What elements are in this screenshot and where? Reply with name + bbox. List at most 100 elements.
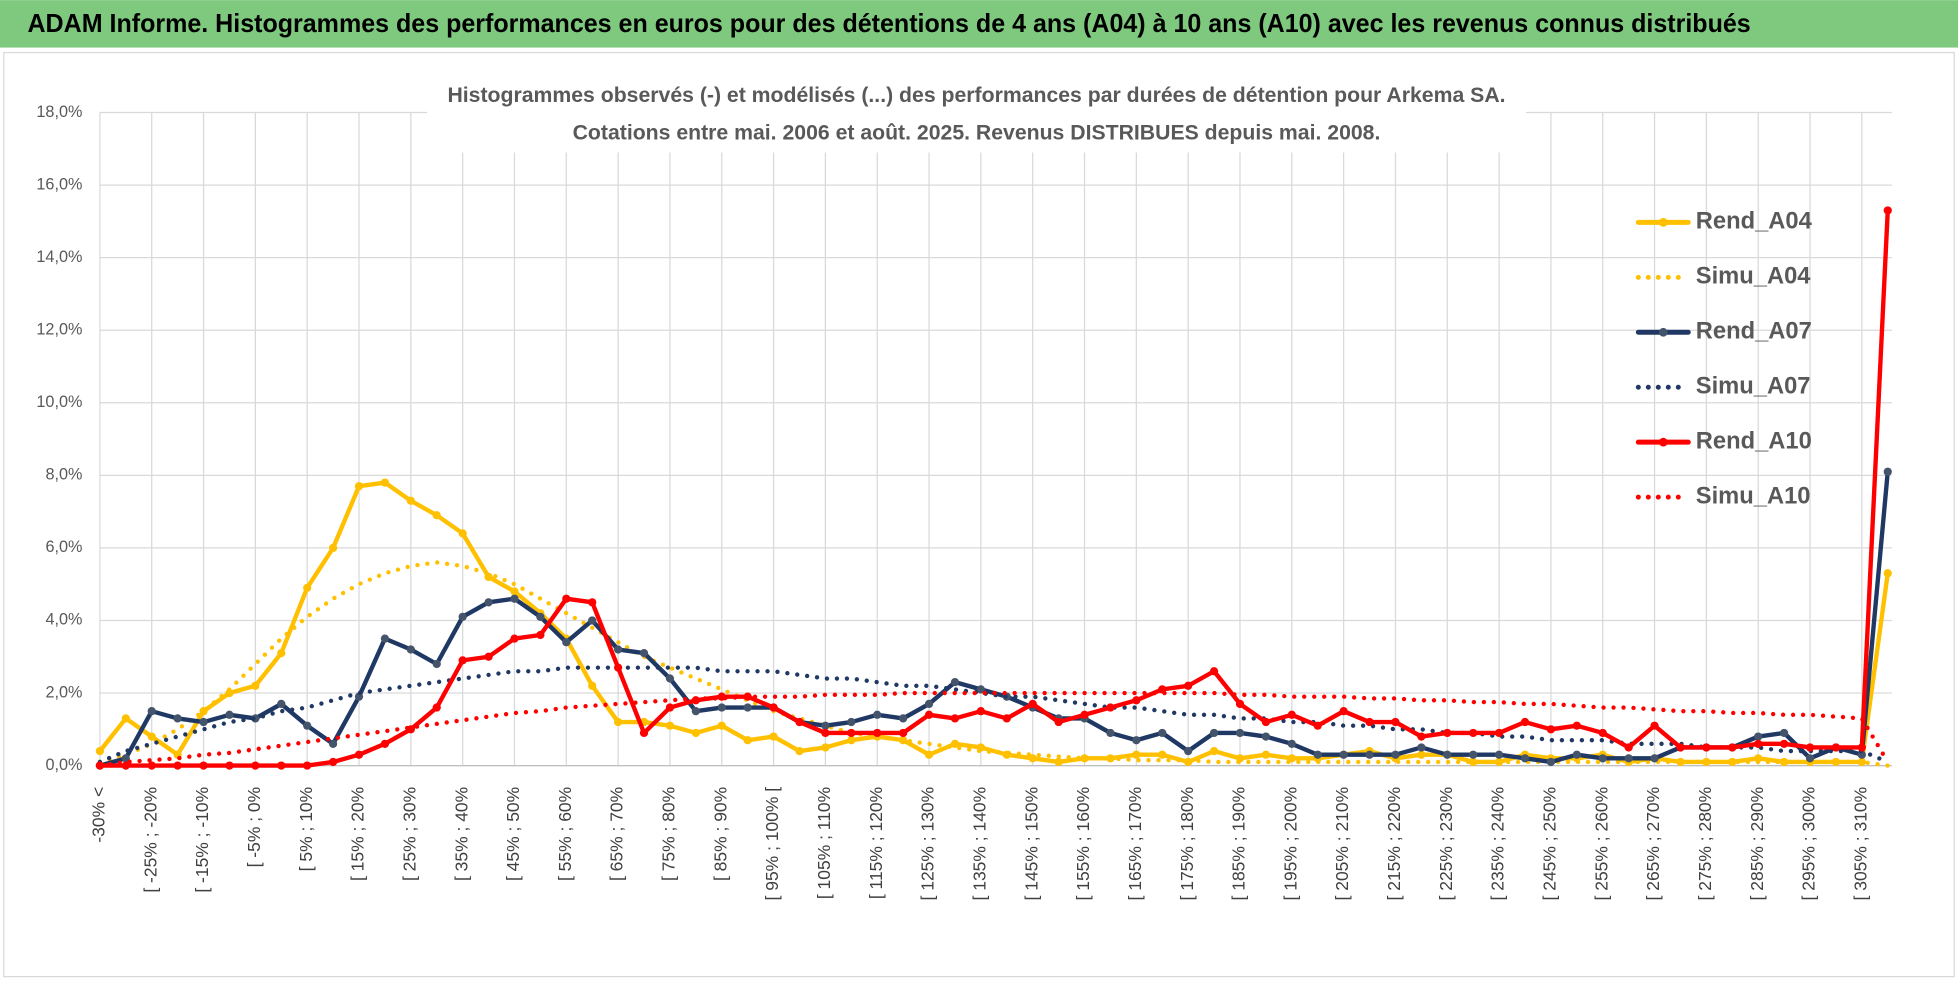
- marker: [1443, 728, 1452, 738]
- x-tick-label: [ 145% ; 150%: [1021, 787, 1041, 901]
- marker: [639, 728, 649, 738]
- marker: [613, 717, 623, 727]
- x-tick-label: [ 135% ; 140%: [969, 787, 989, 901]
- marker: [847, 717, 856, 727]
- marker: [95, 746, 105, 756]
- marker: [1080, 710, 1089, 719]
- marker: [199, 717, 208, 727]
- marker: [717, 721, 726, 730]
- marker: [899, 728, 908, 738]
- marker: [199, 761, 208, 770]
- marker: [1546, 757, 1556, 767]
- marker: [950, 714, 960, 723]
- legend-label: Rend_A07: [1696, 319, 1812, 345]
- marker: [1520, 754, 1530, 763]
- marker: [1728, 757, 1737, 767]
- marker: [665, 721, 675, 730]
- marker: [1598, 728, 1607, 738]
- marker: [510, 634, 519, 643]
- chart-frame: [3, 51, 1955, 978]
- x-tick-label: [ -5% ; 0%: [244, 787, 264, 868]
- marker: [1339, 707, 1348, 716]
- marker: [328, 543, 338, 553]
- marker: [1831, 743, 1841, 752]
- marker: [1313, 750, 1322, 759]
- marker: [1417, 750, 1426, 759]
- marker: [1365, 717, 1374, 727]
- x-tick-label: [ 275% ; 280%: [1695, 787, 1715, 901]
- x-tick-label: [ 35% ; 40%: [451, 787, 471, 881]
- marker: [821, 728, 830, 738]
- marker: [121, 761, 130, 770]
- marker: [976, 707, 985, 716]
- marker: [354, 750, 364, 759]
- marker: [1572, 721, 1581, 730]
- legend-label: Simu_A10: [1696, 483, 1811, 509]
- y-tick-label: 0,0%: [45, 756, 82, 774]
- marker: [1132, 750, 1141, 759]
- x-tick-label: [ 225% ; 230%: [1436, 787, 1456, 901]
- legend-marker: [1658, 218, 1668, 227]
- marker: [1209, 667, 1219, 676]
- marker: [1754, 732, 1763, 741]
- marker: [562, 594, 571, 603]
- x-tick-label: [ 175% ; 180%: [1177, 787, 1197, 901]
- x-tick-label: [ 185% ; 190%: [1229, 787, 1249, 901]
- legend-label: Simu_A07: [1696, 373, 1811, 399]
- marker: [743, 703, 752, 712]
- marker: [1028, 754, 1037, 763]
- marker: [1391, 717, 1400, 727]
- marker: [821, 721, 830, 730]
- marker: [1158, 728, 1167, 738]
- marker: [665, 703, 675, 712]
- marker: [1261, 750, 1271, 759]
- marker: [1779, 728, 1789, 738]
- marker: [924, 699, 934, 709]
- legend-marker: [1658, 327, 1668, 337]
- marker: [769, 732, 778, 741]
- marker: [458, 529, 467, 538]
- marker: [795, 746, 804, 756]
- marker: [225, 688, 234, 698]
- marker: [1313, 721, 1322, 730]
- marker: [588, 681, 597, 690]
- marker: [380, 634, 390, 643]
- marker: [354, 482, 364, 491]
- marker: [1184, 746, 1193, 756]
- marker: [1339, 750, 1348, 759]
- marker: [613, 645, 623, 654]
- marker: [147, 732, 156, 741]
- marker: [1054, 757, 1063, 767]
- y-tick-label: 8,0%: [45, 466, 82, 484]
- x-tick-label: [ 105% ; 110%: [814, 787, 834, 899]
- marker: [1624, 754, 1633, 763]
- marker: [1106, 728, 1115, 738]
- marker: [1624, 743, 1633, 752]
- y-tick-label: 6,0%: [45, 538, 82, 556]
- x-tick-label: -30% <: [89, 787, 109, 843]
- y-tick-label: 16,0%: [36, 175, 82, 193]
- marker: [1702, 743, 1711, 752]
- marker: [225, 710, 234, 719]
- marker: [873, 710, 882, 719]
- marker: [1857, 757, 1866, 767]
- marker: [639, 648, 649, 658]
- plot: 0,0% 2,0% 4,0% 6,0% 8,0% 10,0% 12,0% 14,0% 16,0%…: [36, 103, 1892, 901]
- header-bar: [0, 0, 1958, 48]
- marker: [536, 630, 545, 640]
- marker: [1494, 750, 1504, 759]
- marker: [1261, 732, 1271, 741]
- marker: [1469, 757, 1478, 767]
- y-tick-label: 14,0%: [36, 248, 82, 266]
- marker: [588, 616, 597, 625]
- x-tick-label: [ 65% ; 70%: [607, 787, 627, 881]
- marker: [406, 645, 415, 654]
- marker: [432, 659, 441, 669]
- legend-label: Rend_A04: [1696, 209, 1813, 235]
- x-tick-label: [ 45% ; 50%: [503, 787, 523, 881]
- marker: [1235, 699, 1245, 709]
- marker: [1132, 736, 1141, 745]
- marker: [1650, 721, 1659, 730]
- marker: [432, 703, 441, 712]
